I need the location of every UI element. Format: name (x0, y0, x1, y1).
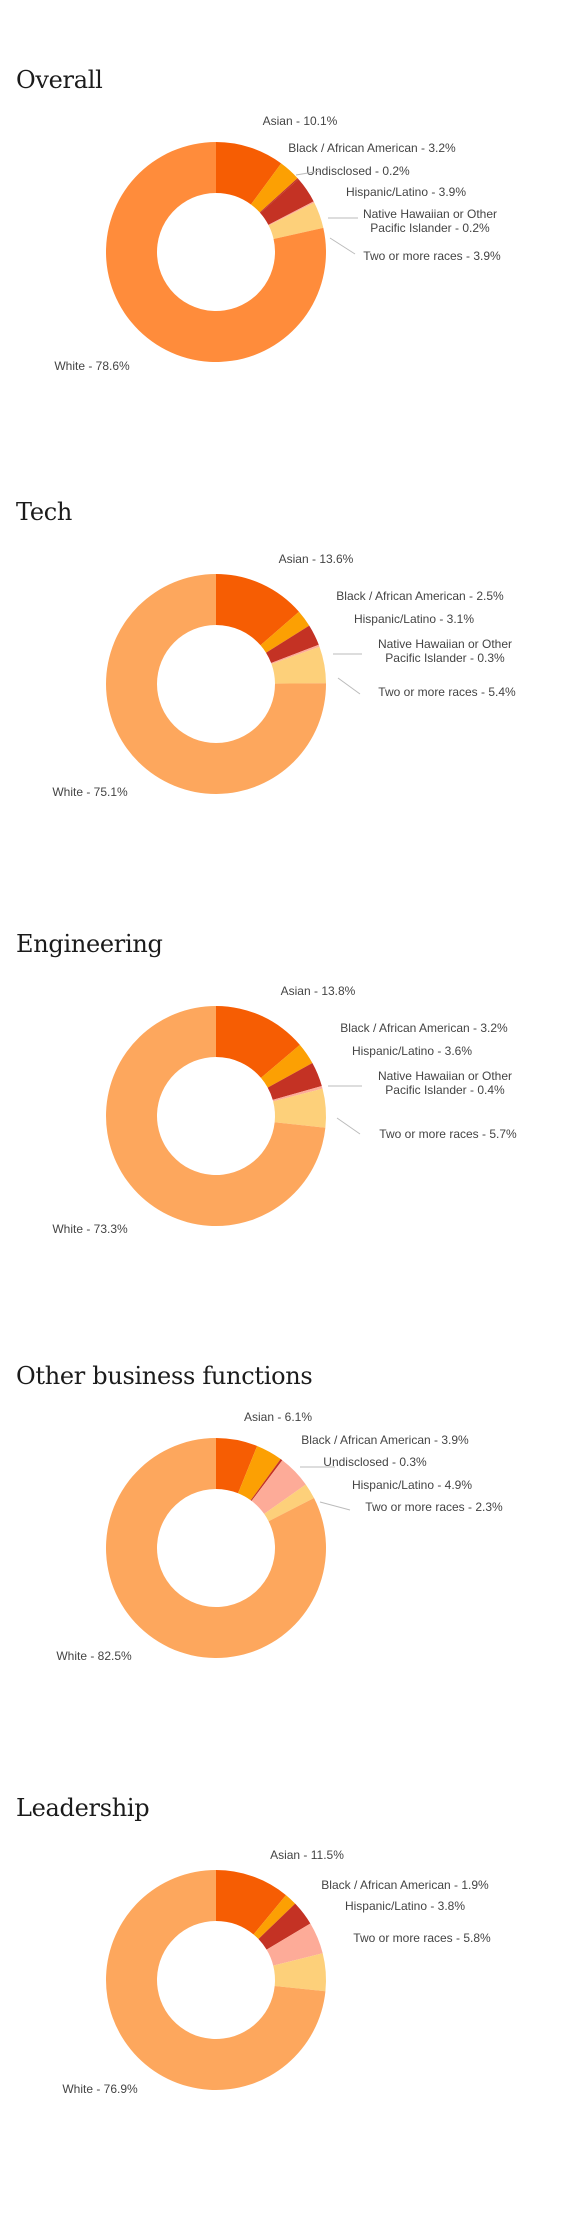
donut-slice-hispanic-latino (260, 179, 314, 225)
slice-label-white: White - 76.9% (62, 2082, 138, 2096)
slice-label-black-african-american: Black / African American - 3.2% (340, 1021, 508, 1035)
chart-section-other-business-functions: Other business functions Asian - 6.1% Bla… (0, 1296, 570, 1726)
slice-label-native-hawaiian-or-other-pacific-islander: Native Hawaiian or Other Pacific Islander… (378, 1069, 512, 1097)
chart-title: Engineering (16, 930, 163, 958)
slice-label-black-african-american: Black / African American - 1.9% (321, 1878, 489, 1892)
donut-slice-hispanic-latino (251, 1460, 306, 1514)
leader-line (337, 677, 361, 695)
donut-slice-native-hawaiian-or-other-pacific-islander (268, 201, 315, 226)
chart-title: Leadership (16, 1794, 150, 1822)
chart-title: Overall (16, 66, 103, 94)
donut-chart-overall: Asian - 10.1% Black / African American - … (54, 114, 501, 373)
slice-label-undisclosed: Undisclosed - 0.3% (323, 1455, 427, 1469)
donut-slice-asian (216, 1438, 258, 1494)
chart-title: Other business functions (16, 1362, 313, 1390)
donut-slice-white (105, 142, 327, 362)
donut-slice-asian (216, 1006, 300, 1078)
donut-slice-white (105, 1006, 326, 1226)
slice-label-asian: Asian - 13.8% (281, 984, 356, 998)
donut-slice-white (105, 574, 326, 794)
slice-label-white: White - 73.3% (52, 1222, 128, 1236)
slice-label-black-african-american: Black / African American - 3.2% (288, 141, 456, 155)
donut-slice-black-african-american (238, 1445, 281, 1501)
chart-title: Tech (16, 498, 73, 526)
donut-slice-black-african-american (250, 163, 298, 213)
leader-line (295, 170, 321, 176)
slice-label-two-or-more-races: Two or more races - 5.8% (353, 1931, 491, 1945)
donut-slice-asian (216, 142, 282, 205)
donut-slice-two-or-more-races (273, 1088, 326, 1128)
donut-slice-asian (216, 1870, 286, 1935)
slice-label-native-hawaiian-or-other-pacific-islander: Native Hawaiian or Other Pacific Islander… (363, 207, 497, 235)
slice-label-hispanic-latino: Hispanic/Latino - 3.8% (345, 1899, 465, 1913)
donut-slice-two-or-more-races (268, 202, 324, 240)
donut-slice-hispanic-latino (267, 1063, 322, 1100)
donut-slice-hispanic-latino (266, 1923, 323, 1966)
donut-slice-undisclosed (259, 178, 299, 213)
slice-label-black-african-american: Black / African American - 2.5% (336, 589, 504, 603)
donut-slice-two-or-more-races (264, 1484, 315, 1522)
donut-slice-two-or-more-races (271, 646, 326, 684)
donut-slice-undisclosed (250, 1459, 283, 1501)
slice-label-undisclosed: Undisclosed - 0.2% (306, 164, 410, 178)
chart-section-leadership: Leadership Asian - 11.5% Black / African … (0, 1728, 570, 2158)
donut-slice-white (105, 1870, 326, 2090)
chart-section-tech: Tech Asian - 13.6% Black / African Americ… (0, 432, 570, 862)
slice-label-native-hawaiian-or-other-pacific-islander: Native Hawaiian or Other Pacific Islander… (378, 637, 512, 665)
slice-label-two-or-more-races: Two or more races - 3.9% (363, 249, 501, 263)
slice-label-asian: Asian - 11.5% (270, 1848, 344, 1862)
slice-label-two-or-more-races: Two or more races - 5.7% (379, 1127, 517, 1141)
chart-section-overall: Overall Asian - 10.1% Black / African Ame… (0, 0, 570, 430)
donut-slice-hispanic-latino (266, 625, 319, 663)
donut-slice-two-or-more-races (273, 1953, 326, 1992)
donut-slice-black-african-american (260, 1044, 313, 1088)
donut-slice-hispanic-latino (258, 1903, 311, 1950)
slice-label-black-african-american: Black / African American - 3.9% (301, 1433, 469, 1447)
slice-label-white: White - 82.5% (56, 1649, 132, 1663)
donut-slice-black-african-american (253, 1895, 296, 1940)
leader-line (329, 237, 356, 255)
donut-slice-black-african-american (260, 611, 310, 653)
donut-chart-tech: Asian - 13.6% Black / African American - … (52, 552, 516, 799)
slice-label-two-or-more-races: Two or more races - 2.3% (365, 1500, 503, 1514)
slice-label-white: White - 78.6% (54, 359, 130, 373)
slice-label-hispanic-latino: Hispanic/Latino - 3.6% (352, 1044, 472, 1058)
slice-label-hispanic-latino: Hispanic/Latino - 3.1% (354, 612, 474, 626)
slice-label-two-or-more-races: Two or more races - 5.4% (378, 685, 516, 699)
slice-label-asian: Asian - 10.1% (263, 114, 338, 128)
donut-chart-other-business-functions: Asian - 6.1% Black / African American - 3… (56, 1410, 503, 1663)
chart-section-engineering: Engineering Asian - 13.8% Black / African… (0, 864, 570, 1294)
donut-slice-white (105, 1438, 326, 1658)
donut-slice-native-hawaiian-or-other-pacific-islander (272, 1085, 323, 1102)
leader-line (319, 1501, 351, 1511)
slice-label-asian: Asian - 6.1% (244, 1410, 312, 1424)
leader-line (336, 1117, 361, 1135)
slice-label-asian: Asian - 13.6% (279, 552, 354, 566)
donut-chart-engineering: Asian - 13.8% Black / African American - … (52, 984, 517, 1236)
slice-label-hispanic-latino: Hispanic/Latino - 4.9% (352, 1478, 472, 1492)
donut-slice-asian (216, 574, 299, 646)
slice-label-hispanic-latino: Hispanic/Latino - 3.9% (346, 185, 466, 199)
donut-chart-leadership: Asian - 11.5% Black / African American - … (62, 1848, 491, 2096)
donut-slice-native-hawaiian-or-other-pacific-islander (271, 644, 320, 665)
slice-label-white: White - 75.1% (52, 785, 128, 799)
